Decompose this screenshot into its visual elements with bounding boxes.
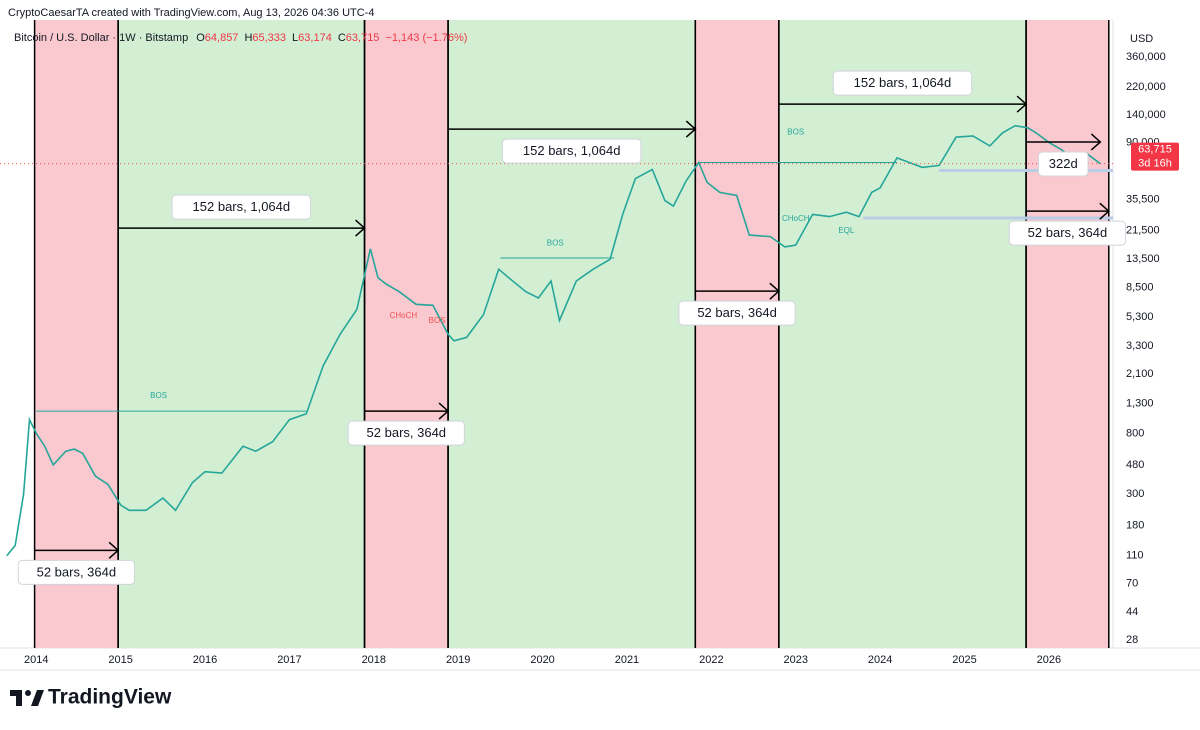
y-tick-label: 800 [1126,427,1144,439]
y-tick-label: 35,500 [1126,194,1160,206]
y-tick-label: 5,300 [1126,311,1154,323]
measure-label: 322d [1049,156,1078,171]
arrow-head [108,541,120,559]
arrow-head [1090,133,1102,151]
measure-label: 52 bars, 364d [1028,225,1108,240]
ohlc-change: −1,143 (−1.76%) [385,32,467,44]
y-tick-label: 3,300 [1126,340,1154,352]
axis-unit: USD [1130,33,1153,45]
measure-label: 52 bars, 364d [697,305,777,320]
y-tick-label: 44 [1126,606,1138,618]
header: CryptoCaesarTA created with TradingView.… [8,7,374,19]
x-tick-label: 2022 [699,654,723,666]
cycle-zone [448,20,696,648]
ohlc-key: C [338,32,346,44]
ohlc-key: O [196,32,205,44]
price-line [6,124,1101,557]
x-tick-label: 2025 [952,654,976,666]
cycle-zone [364,20,449,648]
measure-label: 152 bars, 1,064d [854,75,952,90]
measure-label: 52 bars, 364d [367,425,447,440]
y-tick-label: 8,500 [1126,282,1154,294]
x-tick-label: 2026 [1037,654,1061,666]
measure-label: 152 bars, 1,064d [193,199,291,214]
x-tick-label: 2015 [108,654,132,666]
footer-brand: TradingView [48,686,172,709]
measure-label: 152 bars, 1,064d [523,143,621,158]
cycle-zone [34,20,119,648]
measure-label-box [832,70,973,96]
x-tick-label: 2018 [362,654,386,666]
measure-label-box [501,138,642,164]
tv-logo [10,690,44,706]
arrow-head [355,219,366,237]
y-tick-label: 360,000 [1126,51,1166,63]
price-tag: 63,715 3d 16h [1131,142,1179,171]
measure-label-box [17,559,135,585]
x-tick-label: 2016 [193,654,217,666]
structure-label: BOS [150,391,167,400]
structure-label: BOS [787,128,804,137]
x-tick-label: 2020 [530,654,554,666]
ohlc-legend: Bitcoin / U.S. Dollar · 1W · Bitstamp O64… [14,32,467,44]
ohlc-value: 65,333 [252,32,286,44]
y-tick-label: 480 [1126,459,1144,471]
structure-label: CHoCH [782,214,810,223]
measure-label-box [347,420,465,446]
cycle-zone [778,20,1027,648]
x-tick-label: 2021 [615,654,639,666]
structure-label: CHoCH [390,311,418,320]
y-tick-label: 2,100 [1126,368,1154,380]
arrow-head [1016,95,1028,113]
y-tick-label: 300 [1126,488,1144,500]
arrow-head [1099,202,1110,220]
structure-label: EQL [838,226,855,235]
measure-label-box [1008,220,1127,246]
x-tick-label: 2019 [446,654,470,666]
x-tick-label: 2024 [868,654,892,666]
ohlc-value: 63,715 [346,32,380,44]
x-tick-label: 2017 [277,654,301,666]
structure-label: BOS [547,238,564,247]
symbol-title: Bitcoin / U.S. Dollar · 1W · Bitstamp [14,32,188,44]
y-tick-label: 140,000 [1126,109,1166,121]
ohlc-value: 63,174 [298,32,332,44]
y-tick-label: 13,500 [1126,253,1160,265]
cycle-zone [1026,20,1109,648]
y-tick-label: 220,000 [1126,81,1166,93]
measure-label: 52 bars, 364d [37,564,117,579]
y-tick-label: 1,300 [1126,397,1154,409]
arrow-head [438,402,450,420]
measure-label-box [171,194,312,220]
y-tick-label: 28 [1126,634,1138,646]
ohlc-value: 64,857 [205,32,239,44]
plot-layer: BOS BOS BOS CHoCH BOS CHoCH EQL [0,20,1113,648]
price-tag-box [1131,142,1179,171]
y-tick-label: 180 [1126,519,1144,531]
y-tick-label: 70 [1126,577,1138,589]
measure-label-box [1037,151,1089,177]
structure-label: BOS [429,316,446,325]
ohlc-key: H [244,32,252,44]
x-tick-label: 2023 [783,654,807,666]
arrow-head [769,282,780,300]
price-tag-countdown: 3d 16h [1138,158,1172,170]
price-tag-value: 63,715 [1138,144,1172,156]
measure-label-box [678,300,796,326]
x-tick-label: 2014 [24,654,48,666]
arrow-head [685,120,697,138]
ohlc-key: L [292,32,298,44]
y-tick-label: 110 [1126,550,1144,562]
plot-area: BOS BOS BOS CHoCH BOS CHoCH EQL [0,20,1113,648]
cycle-zone [695,20,779,648]
y-tick-label: 21,500 [1126,225,1160,237]
cycle-zone [118,20,365,648]
